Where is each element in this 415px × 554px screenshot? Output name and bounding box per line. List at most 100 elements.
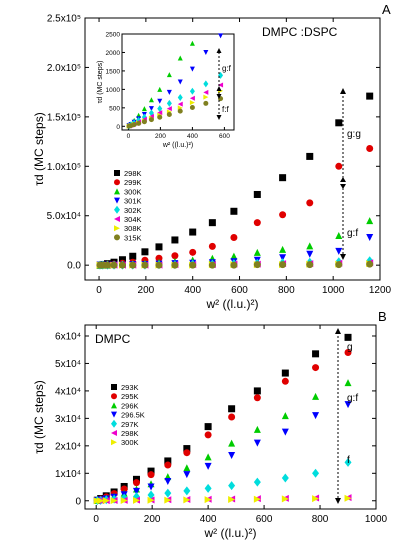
legend-marker <box>111 419 117 428</box>
panel-B: 0 200 400 600 800 1000 0 1x10⁴ 2x10⁴ 3x10⁴ 4x10⁴ 5x… <box>32 309 388 540</box>
data-point <box>344 333 352 341</box>
data-point <box>183 471 191 479</box>
legend-marker <box>111 393 117 400</box>
legend-label: 293K <box>121 383 139 392</box>
arrow-head-up <box>340 177 346 182</box>
data-point <box>147 496 155 504</box>
inset-y-tick-label: 500 <box>109 105 120 112</box>
x-tick-label: 600 <box>231 285 248 296</box>
inset-x-tick-label: 400 <box>187 133 198 140</box>
data-point <box>366 260 374 268</box>
data-point <box>253 248 261 256</box>
legend-label: 301K <box>124 197 142 206</box>
inset-data-point <box>157 114 163 120</box>
data-point <box>230 252 238 260</box>
legend-label: 315K <box>124 233 142 242</box>
data-point <box>171 236 179 244</box>
x-axis-label: w² ((l.u.)²) <box>204 526 257 540</box>
y-tick-label: 4x10⁴ <box>55 386 81 397</box>
legend-marker <box>111 384 117 390</box>
inset-data-point <box>157 110 163 116</box>
legend-marker <box>114 205 120 214</box>
panel-letter: B <box>378 309 387 324</box>
data-point <box>230 233 238 241</box>
y-tick-label: 1x10⁴ <box>55 469 81 480</box>
inset-data-point <box>189 104 195 110</box>
inset-data-point <box>203 49 209 55</box>
data-point <box>253 439 261 447</box>
inset-y-tick-label: 2000 <box>106 50 121 57</box>
data-point <box>281 428 289 436</box>
inset-data-point <box>189 100 195 106</box>
phase-label: g:f <box>347 393 358 404</box>
panel-title: DMPC <box>95 332 131 346</box>
inset-data-point <box>177 79 183 85</box>
data-point <box>147 467 155 475</box>
phase-arrow <box>335 328 341 504</box>
data-point <box>335 162 343 170</box>
data-point <box>110 261 118 269</box>
legend-marker <box>114 197 120 204</box>
inset-data-point <box>218 33 224 39</box>
data-point <box>189 228 197 236</box>
inset-data-point <box>203 89 209 95</box>
inset-data-point <box>157 98 163 104</box>
panel-letter: A <box>382 2 391 17</box>
inset-data-point <box>203 94 209 100</box>
data-point <box>366 217 374 225</box>
arrow-head-up <box>216 48 222 53</box>
data-point <box>147 483 155 491</box>
data-point <box>366 92 374 100</box>
x-tick-label: 800 <box>278 285 295 296</box>
data-point <box>312 364 320 372</box>
data-point <box>208 242 216 250</box>
data-point <box>183 449 191 457</box>
series-315K <box>96 260 374 269</box>
legend-marker <box>111 439 117 446</box>
legend-marker <box>111 411 117 418</box>
data-point <box>204 453 212 461</box>
inset-panel: 0 200 400 600 0 500 1000 1500 2000 2500 w² ((l.u.)… <box>97 32 235 149</box>
inset-data-point <box>177 101 183 107</box>
inset-data-point <box>218 82 224 88</box>
data-point <box>155 254 163 262</box>
data-point <box>366 233 374 241</box>
data-point <box>253 387 261 395</box>
x-tick-label: 0 <box>96 285 102 296</box>
inset-y-tick-label: 1000 <box>106 87 121 94</box>
data-point <box>312 392 320 400</box>
inset-phase-label: f:f <box>222 105 229 114</box>
data-point <box>228 413 236 421</box>
phase-label: g <box>347 342 353 353</box>
data-point <box>253 425 261 433</box>
inset-data-point <box>141 106 147 112</box>
inset-y-tick-label: 2500 <box>106 32 121 39</box>
inset-phase-label: g:f <box>222 64 232 73</box>
inset-data-point <box>141 119 147 125</box>
arrow-head-down <box>335 498 341 504</box>
legend-marker <box>111 430 117 436</box>
data-point <box>164 457 172 465</box>
data-point <box>335 119 343 127</box>
data-point <box>306 152 314 160</box>
inset-x-tick-label: 200 <box>155 133 166 140</box>
x-tick-label: 200 <box>144 514 161 525</box>
x-tick-label: 0 <box>93 514 99 525</box>
legend-label: 296K <box>121 401 139 410</box>
inset-data-point <box>157 86 163 92</box>
phase-label: g:g <box>347 129 361 140</box>
y-tick-label: 1.0x10⁵ <box>47 162 81 173</box>
legend-label: 302K <box>124 206 142 215</box>
inset-data-point <box>166 72 172 78</box>
data-point <box>366 145 374 153</box>
inset-data-point <box>177 94 183 102</box>
data-point <box>253 219 261 227</box>
data-point <box>344 401 352 409</box>
data-point <box>228 405 236 413</box>
data-point <box>306 250 314 258</box>
x-tick-label: 600 <box>256 514 273 525</box>
data-point <box>253 261 261 269</box>
data-point <box>132 487 140 495</box>
inset-data-point <box>166 111 172 117</box>
